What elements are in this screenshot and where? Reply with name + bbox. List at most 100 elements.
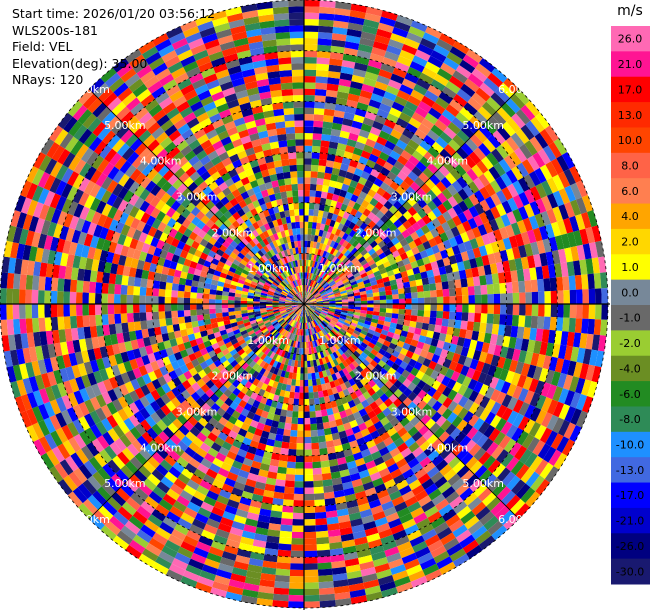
ppi-cell [306,247,310,254]
ppi-cell [322,257,327,265]
ppi-cell [337,348,344,356]
ppi-cell [354,141,366,151]
ppi-cell [428,360,438,371]
ppi-cell [418,495,432,507]
ppi-cell [498,510,515,526]
ppi-cell [442,397,453,409]
ppi-cell [364,320,372,326]
ppi-cell [316,325,322,332]
ppi-cell [355,196,365,206]
ppi-cell [304,392,309,399]
ppi-cell [520,487,536,504]
ppi-cell [310,177,318,185]
ppi-cell [359,37,375,48]
ppi-cell [413,237,423,247]
ppi-cell [317,562,332,570]
ppi-cell [454,319,462,329]
ppi-cell [304,177,311,184]
ppi-cell [535,394,547,410]
ppi-cell [562,276,570,291]
ppi-cell [487,294,494,304]
ppi-cell [540,210,551,226]
ppi-cell [382,363,392,372]
ppi-cell [309,306,316,310]
ppi-cell [309,299,317,303]
ppi-cell [360,351,368,360]
ppi-cell [545,161,558,178]
ppi-cell [315,325,320,333]
ppi-cell [474,202,485,215]
ppi-cell [313,311,319,317]
ppi-cell [399,416,410,428]
ppi-cell [286,461,296,469]
ppi-cell [322,178,331,187]
ppi-cell [353,341,361,348]
ppi-cell [493,304,501,315]
ppi-cell [376,411,386,421]
ppi-cell [304,202,310,210]
ppi-cell [352,367,360,376]
ppi-cell [446,326,455,336]
ppi-cell [6,288,14,304]
ppi-cell [369,401,379,411]
ppi-cell [563,422,576,440]
ppi-cell [447,389,458,401]
ppi-cell [406,268,415,277]
ppi-cell [284,486,295,494]
ppi-cell [304,171,311,178]
ppi-cell [328,309,335,313]
ppi-cell [398,293,406,300]
ppi-cell [284,480,295,488]
ppi-cell [390,32,407,44]
ppi-cell [452,271,461,281]
ppi-cell [473,111,488,125]
ppi-cell [534,132,549,149]
ppi-cell [563,168,576,186]
ppi-cell [416,399,428,410]
ppi-cell [367,211,376,221]
ppi-cell [481,233,491,246]
ppi-cell [139,295,146,304]
ppi-cell [379,295,387,301]
ppi-cell [424,336,433,346]
ppi-cell [395,277,404,285]
ppi-cell [310,314,315,321]
ppi-cell [145,295,153,304]
ppi-cell [320,311,328,316]
ppi-cell [448,360,458,371]
ppi-cell [535,409,547,425]
ppi-cell [367,188,377,198]
ppi-cell [309,241,314,248]
ppi-cell [321,336,327,344]
ppi-cell [397,247,406,256]
ppi-cell [304,139,313,146]
ppi-cell [372,40,389,52]
ppi-cell [441,188,453,200]
ppi-cell [505,370,515,384]
ppi-cell [309,273,313,280]
ppi-cell [341,157,351,166]
ppi-cell [340,66,355,75]
ppi-cell [472,349,482,361]
ppi-cell [427,449,440,462]
ppi-cell [465,329,473,340]
ppi-cell [426,407,437,419]
ppi-cell [468,205,479,218]
ppi-cell [294,392,300,399]
ppi-cell [307,293,312,300]
ppi-cell [413,361,423,371]
ppi-cell [337,283,345,289]
ppi-cell [361,326,370,333]
ppi-cell [333,343,340,351]
ppi-cell [384,285,392,292]
ppi-cell [308,253,312,261]
ppi-cell [548,236,558,252]
ppi-cell [450,226,461,238]
ppi-cell [331,285,338,290]
ppi-cell [360,329,368,336]
ppi-cell [451,244,461,256]
ppi-cell [373,331,381,338]
ppi-cell [487,72,504,88]
ppi-cell [348,87,362,96]
ppi-cell [558,403,571,420]
